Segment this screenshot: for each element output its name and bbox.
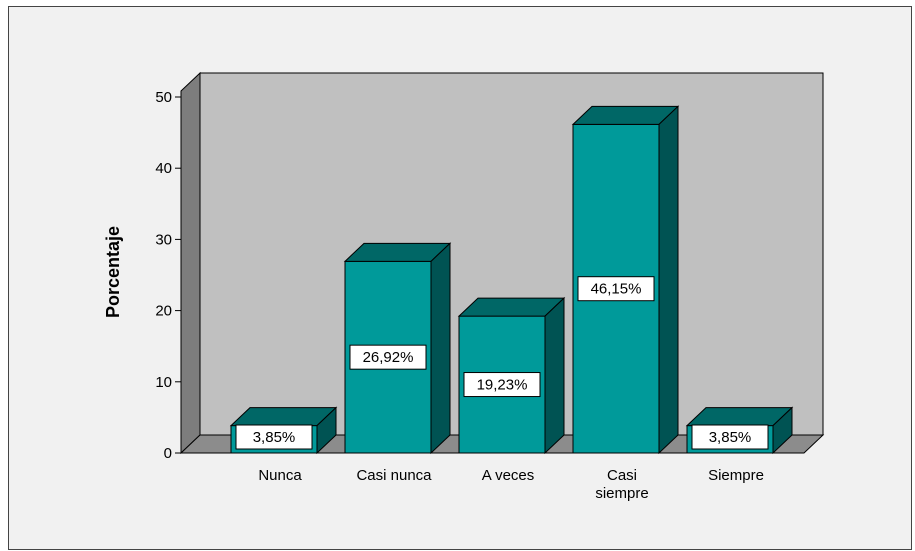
data-label-box-4: [691, 424, 769, 450]
y-tick-label-50: 50: [155, 89, 172, 106]
bar-chart: 0 10 20 30 40 50 3,85% Nunca 26,92% Casi nunca 19…: [103, 71, 825, 502]
y-tick-label-0: 0: [164, 445, 172, 462]
data-label-box-1: [349, 344, 427, 370]
y-tick-label-30: 30: [155, 231, 172, 248]
y-tick-label-10: 10: [155, 374, 172, 391]
y-axis-label: Porcentaje: [103, 226, 123, 318]
bar-side-4: [772, 406, 793, 455]
y-tick-label-40: 40: [155, 160, 172, 177]
bar-side-2: [544, 296, 565, 455]
left-wall: [180, 71, 201, 455]
data-label-2: 19,23%: [477, 377, 528, 394]
chart-frame: 0 10 20 30 40 50 3,85% Nunca 26,92% Casi nunca 19…: [8, 6, 912, 550]
bar-side-3: [658, 105, 679, 455]
x-tick-label-1: Casi nunca: [356, 467, 432, 484]
data-label-box-3: [577, 276, 655, 302]
x-tick-label-3: Casi siempre: [595, 467, 648, 502]
data-label-1: 26,92%: [363, 349, 414, 366]
bar-side-1: [430, 242, 451, 455]
data-label-box-2: [463, 372, 541, 398]
x-tick-label-0: Nunca: [258, 467, 302, 484]
data-label-0: 3,85%: [253, 429, 296, 446]
x-tick-label-2: A veces: [482, 467, 535, 484]
bar-side-0: [316, 406, 337, 455]
data-label-4: 3,85%: [709, 429, 752, 446]
y-tick-label-20: 20: [155, 303, 172, 320]
data-label-box-0: [235, 424, 313, 450]
data-label-3: 46,15%: [591, 281, 642, 298]
x-tick-label-4: Siempre: [708, 467, 764, 484]
